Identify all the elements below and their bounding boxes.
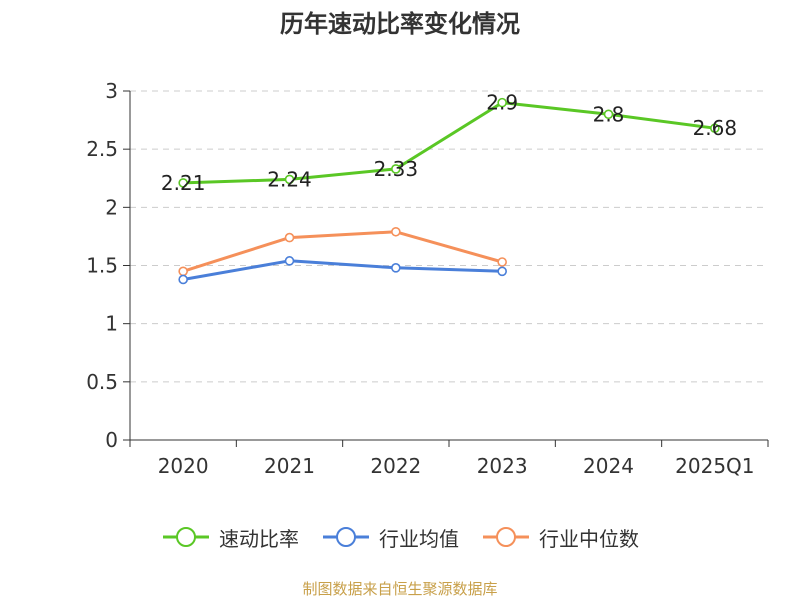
- legend-item[interactable]: 速动比率: [161, 522, 299, 552]
- source-note: 制图数据来自恒生聚源数据库: [302, 580, 498, 598]
- data-point: [603, 109, 614, 120]
- data-point: [710, 123, 720, 134]
- data-label: 2.8: [593, 102, 625, 126]
- axes: 0 0.5 1 1.5 2 2.5 3 2020 2021 2022 2023 2024 2025Q1: [86, 79, 769, 478]
- legend-marker: [176, 527, 196, 547]
- legend-symbol: [323, 527, 369, 547]
- series-line: [182, 230, 503, 273]
- y-tick-label: 2: [105, 195, 118, 219]
- data-point: [284, 256, 295, 266]
- legend-symbol: [163, 527, 209, 547]
- y-tick-label: 1.5: [86, 254, 118, 278]
- x-tick-label: 2024: [583, 454, 634, 478]
- data-point: [178, 178, 188, 188]
- legend-marker: [496, 527, 516, 547]
- legend-label: 行业中位数: [539, 526, 639, 551]
- data-point: [391, 263, 401, 273]
- series-line: [183, 101, 715, 185]
- data-label: 2.21: [161, 171, 206, 195]
- x-tick-label: 2022: [370, 454, 421, 478]
- grid-lines: [130, 90, 768, 383]
- y-tick-label: 1: [105, 312, 118, 336]
- data-label: 2.24: [267, 167, 312, 191]
- series-line: [182, 259, 503, 281]
- data-point: [391, 164, 401, 174]
- data-point: [497, 97, 507, 108]
- data-point: [391, 226, 401, 237]
- y-tick-label: 3: [105, 79, 118, 103]
- data-point: [284, 174, 295, 185]
- legend: 速动比率 行业均值 行业中位数: [0, 520, 800, 554]
- legend-item[interactable]: 行业中位数: [481, 522, 639, 552]
- data-point: [497, 266, 507, 277]
- y-tick-label: 0: [105, 428, 118, 452]
- x-tick-label: 2025Q1: [675, 454, 754, 478]
- chart-title: 历年速动比率变化情况: [280, 10, 520, 38]
- y-tick-label: 2.5: [86, 137, 118, 161]
- data-label: 2.33: [374, 157, 419, 181]
- data-point: [178, 266, 188, 277]
- x-tick-label: 2023: [477, 454, 528, 478]
- data-labels: 2.21 2.24 2.33 2.9 2.8 2.68: [161, 91, 737, 195]
- legend-item[interactable]: 行业均值: [321, 522, 459, 552]
- series-lines: [178, 97, 720, 285]
- y-tick-label: 0.5: [86, 370, 118, 394]
- data-label: 2.9: [486, 91, 518, 115]
- data-point: [284, 232, 295, 243]
- legend-label: 行业均值: [379, 526, 459, 551]
- data-label: 2.68: [693, 116, 738, 140]
- legend-marker: [336, 527, 356, 547]
- data-point: [178, 274, 188, 285]
- data-point: [497, 257, 507, 267]
- legend-label: 速动比率: [219, 526, 299, 551]
- x-tick-label: 2020: [158, 454, 209, 478]
- legend-symbol: [483, 527, 529, 547]
- x-tick-label: 2021: [264, 454, 315, 478]
